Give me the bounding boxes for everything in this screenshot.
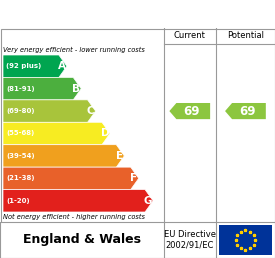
Text: A: A [58, 61, 66, 71]
Text: (69-80): (69-80) [6, 108, 34, 114]
Text: (55-68): (55-68) [6, 131, 34, 136]
Polygon shape [3, 145, 124, 167]
Text: G: G [144, 196, 153, 206]
Text: Not energy efficient - higher running costs: Not energy efficient - higher running co… [3, 214, 145, 220]
Bar [219, 225, 272, 255]
Polygon shape [3, 100, 96, 122]
Polygon shape [169, 103, 210, 119]
Text: (81-91): (81-91) [6, 86, 35, 92]
Text: 2002/91/EC: 2002/91/EC [166, 241, 214, 250]
Text: (39-54): (39-54) [6, 153, 35, 159]
Text: EU Directive: EU Directive [164, 230, 216, 239]
Polygon shape [3, 77, 81, 100]
Text: 69: 69 [239, 104, 256, 118]
Text: (1-20): (1-20) [6, 198, 30, 204]
Polygon shape [3, 122, 110, 145]
Text: F: F [130, 173, 138, 183]
Polygon shape [3, 167, 139, 190]
Polygon shape [3, 190, 153, 212]
Text: Very energy efficient - lower running costs: Very energy efficient - lower running co… [3, 47, 145, 53]
Text: C: C [87, 106, 95, 116]
Text: Energy Efficiency Rating: Energy Efficiency Rating [8, 7, 192, 20]
Text: Potential: Potential [227, 31, 264, 41]
Text: 69: 69 [183, 104, 200, 118]
Polygon shape [3, 55, 67, 77]
Text: (21-38): (21-38) [6, 175, 34, 181]
Text: D: D [101, 128, 109, 139]
Text: B: B [72, 84, 80, 94]
Text: (92 plus): (92 plus) [6, 63, 41, 69]
Text: E: E [116, 151, 123, 161]
Text: England & Wales: England & Wales [23, 233, 141, 246]
Text: Current: Current [174, 31, 206, 41]
Polygon shape [225, 103, 266, 119]
